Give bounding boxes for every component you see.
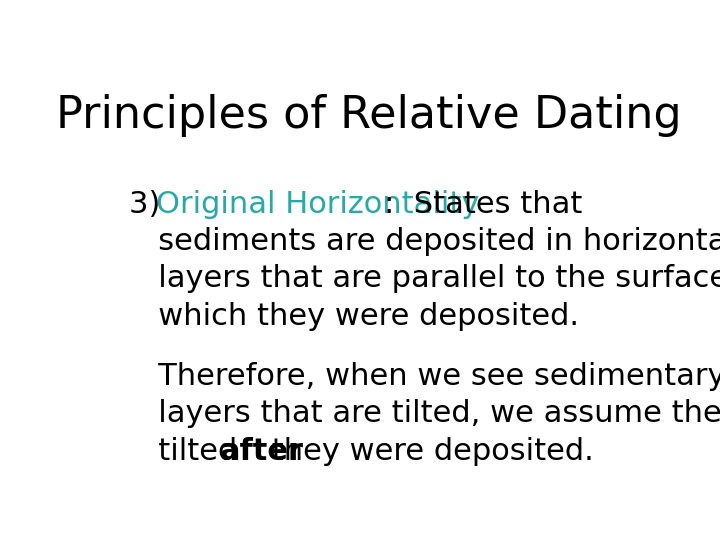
Text: which they were deposited.: which they were deposited. xyxy=(129,302,579,331)
Text: layers that are parallel to the surface on: layers that are parallel to the surface … xyxy=(129,265,720,293)
Text: tilted: tilted xyxy=(129,436,247,465)
Text: Therefore, when we see sedimentary: Therefore, when we see sedimentary xyxy=(129,362,720,390)
Text: Original Horizontality: Original Horizontality xyxy=(156,190,480,219)
Text: :  States that: : States that xyxy=(384,190,582,219)
Text: layers that are tilted, we assume they were: layers that are tilted, we assume they w… xyxy=(129,399,720,428)
Text: Principles of Relative Dating: Principles of Relative Dating xyxy=(56,94,682,137)
Text: they were deposited.: they were deposited. xyxy=(262,436,593,465)
Text: after: after xyxy=(220,436,303,465)
Text: 3): 3) xyxy=(129,190,170,219)
Text: sediments are deposited in horizontal: sediments are deposited in horizontal xyxy=(129,227,720,256)
